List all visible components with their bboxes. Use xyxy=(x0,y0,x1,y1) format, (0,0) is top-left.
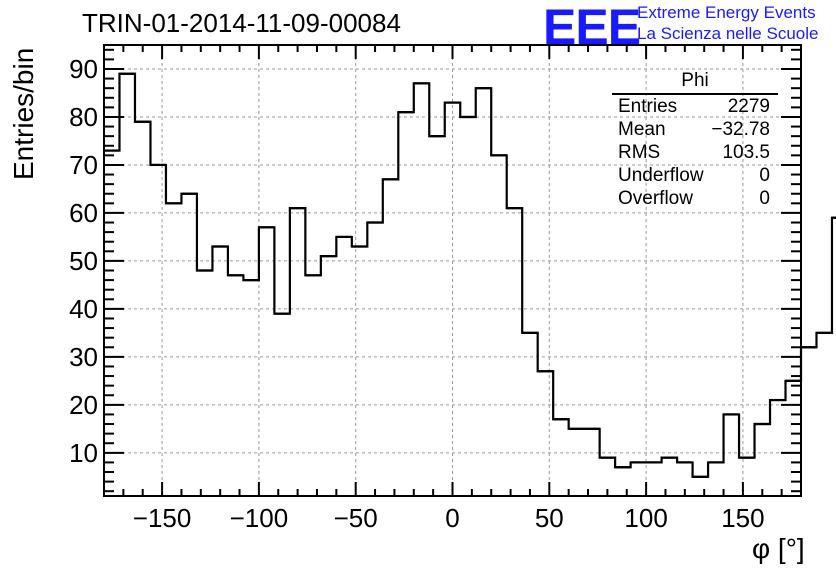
y-tick-label: 10 xyxy=(69,438,98,468)
y-axis-label: Entries/bin xyxy=(8,47,39,180)
x-tick-label: −150 xyxy=(133,503,192,533)
y-tick-label: 50 xyxy=(69,246,98,276)
x-tick-label: −50 xyxy=(334,503,378,533)
stats-row-mean: Mean −32.78 xyxy=(612,118,778,141)
plot-frame xyxy=(103,44,802,497)
stats-row-overflow: Overflow 0 xyxy=(612,187,778,210)
y-tick-label: 70 xyxy=(69,150,98,180)
grid-lines xyxy=(104,45,801,496)
stats-label: Overflow xyxy=(618,188,693,209)
x-tick-label: 150 xyxy=(721,503,764,533)
y-tick-label: 40 xyxy=(69,294,98,324)
x-axis-label: φ [°] xyxy=(752,533,805,564)
y-tick-label: 60 xyxy=(69,198,98,228)
stats-label: Mean xyxy=(618,119,666,140)
histogram-bins xyxy=(104,72,836,478)
y-axis-ticks: 10 20 30 40 50 60 70 80 90 xyxy=(69,48,801,493)
chart-title: TRIN-01-2014-11-09-00084 xyxy=(82,8,401,38)
x-tick-label: 0 xyxy=(445,503,459,533)
x-tick-label: 100 xyxy=(624,503,667,533)
stats-value: 0 xyxy=(759,188,770,209)
stats-row-underflow: Underflow 0 xyxy=(612,164,778,187)
stats-value: 103.5 xyxy=(722,142,770,163)
stats-label: Entries xyxy=(618,96,678,117)
y-tick-label: 80 xyxy=(69,102,98,132)
stats-row-rms: RMS 103.5 xyxy=(612,141,778,164)
stats-value: 2279 xyxy=(727,96,770,117)
logo-caption-line2: La Scienza nelle Scuole xyxy=(637,24,819,43)
stats-box: Phi Entries 2279 Mean −32.78 RMS 103.5 U… xyxy=(612,70,778,210)
x-tick-label: −100 xyxy=(230,503,289,533)
x-tick-label: 50 xyxy=(535,503,564,533)
histogram-outline xyxy=(104,72,836,478)
eee-logo: EEE xyxy=(543,0,641,55)
x-axis-ticks: −150 −100 −50 0 50 100 150 xyxy=(103,45,802,533)
stats-value: 0 xyxy=(759,165,770,186)
stats-label: Underflow xyxy=(618,165,704,186)
y-tick-label: 90 xyxy=(69,54,98,84)
stats-label: RMS xyxy=(618,142,661,163)
y-tick-label: 30 xyxy=(69,342,98,372)
logo-caption-line1: Extreme Energy Events xyxy=(637,3,816,22)
y-tick-label: 20 xyxy=(69,390,98,420)
stats-value: −32.78 xyxy=(711,119,770,140)
stats-title: Phi xyxy=(612,70,778,95)
stats-row-entries: Entries 2279 xyxy=(612,95,778,118)
